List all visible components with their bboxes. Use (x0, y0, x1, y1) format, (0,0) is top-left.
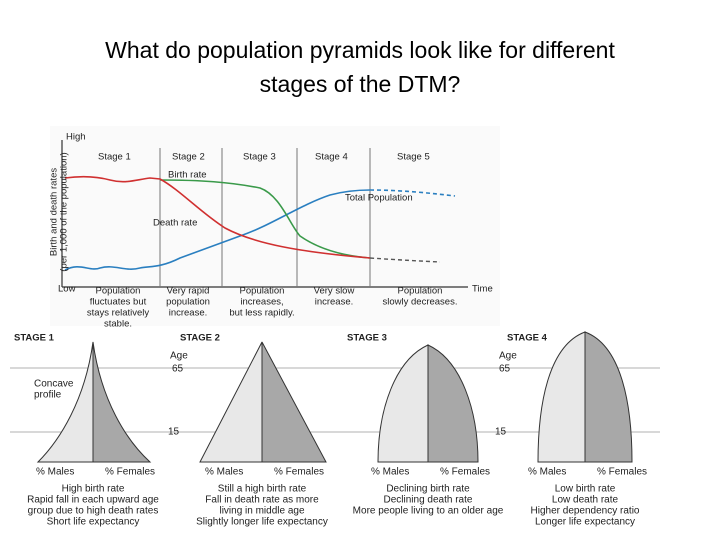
stage-label: Stage 1 (98, 152, 131, 163)
females-label: % Females (274, 467, 324, 478)
birth-rate-line (159, 179, 371, 259)
pyramid-note: Rapid fall in each upward age (27, 495, 159, 506)
axis-time: Time (472, 284, 493, 295)
stage-dividers (159, 148, 371, 287)
pyramid-panels (10, 331, 660, 463)
pyramid-note: Fall in death rate as more (205, 495, 319, 506)
dtm-diagram (50, 126, 500, 326)
stage-description: increase. (169, 308, 208, 319)
stage-description: stays relatively (87, 308, 150, 319)
stage-description: increases, (240, 297, 283, 308)
population-line (64, 189, 371, 271)
pyramid-note: Higher dependency ratio (531, 506, 640, 517)
males-label: % Males (528, 467, 566, 478)
birth-rate-label: Birth rate (168, 170, 207, 181)
pyramid-stage: STAGE 2 (180, 333, 220, 344)
age-tick: 65 (172, 364, 184, 375)
females-label: % Females (597, 467, 647, 478)
pyramid-note: living in middle age (219, 506, 304, 517)
pyramid-note: Low death rate (552, 495, 619, 506)
pyramid-stage: STAGE 1 (14, 333, 55, 344)
y-axis-label: (per 1,000 of the population) (59, 152, 70, 271)
age-label: Age (499, 351, 517, 362)
stage-description: Very rapid (167, 286, 210, 297)
pyramid-note: High birth rate (62, 484, 125, 495)
males-label: % Males (36, 467, 74, 478)
stage-description: fluctuates but (90, 297, 147, 308)
population-label: Total Population (345, 193, 413, 204)
axis-low: Low (58, 284, 76, 295)
pyramid-note: Declining death rate (384, 495, 473, 506)
stage-description: but less rapidly. (229, 308, 294, 319)
males-label: % Males (205, 467, 243, 478)
stage-label: Stage 5 (397, 152, 430, 163)
stage-label: Stage 3 (243, 152, 276, 163)
stage-label: Stage 4 (315, 152, 348, 163)
pyramid-note: Slightly longer life expectancy (196, 517, 328, 528)
pyramid-note: Longer life expectancy (535, 517, 635, 528)
pyramid-stage: STAGE 3 (347, 333, 387, 344)
stage-description: Population (240, 286, 285, 297)
females-label: % Females (440, 467, 490, 478)
profile-label: Concave (34, 379, 74, 390)
age-tick: 15 (168, 427, 180, 438)
males-label: % Males (371, 467, 409, 478)
age-tick: 15 (495, 427, 507, 438)
pyramid-note: Low birth rate (555, 484, 616, 495)
rates-projection (369, 257, 441, 263)
stage-description: increase. (315, 297, 354, 308)
y-axis-label: Birth and death rates (49, 168, 60, 256)
stage-description: Population (96, 286, 141, 297)
age-tick: 65 (499, 364, 511, 375)
age-label: Age (170, 351, 188, 362)
axis-high: High (66, 132, 86, 143)
stage-description: slowly decreases. (383, 297, 458, 308)
stage-label: Stage 2 (172, 152, 205, 163)
title: What do population pyramids look like fo… (105, 37, 615, 63)
pyramid-note: group due to high death rates (28, 506, 159, 517)
females-label: % Females (105, 467, 155, 478)
stage-description: population (166, 297, 210, 308)
stage-description: Very slow (314, 286, 355, 297)
pyramid-note: Short life expectancy (47, 517, 140, 528)
population-line-projection (369, 189, 456, 197)
death-rate-line (64, 175, 371, 259)
pyramid-note: Declining birth rate (386, 484, 470, 495)
stage-description: stable. (104, 319, 132, 330)
death-rate-label: Death rate (153, 218, 197, 229)
pyramid-note: Still a high birth rate (218, 484, 307, 495)
profile-label: profile (34, 390, 62, 401)
pyramid-stage: STAGE 4 (507, 333, 548, 344)
stage-description: Population (398, 286, 443, 297)
dtm-panel (50, 126, 500, 326)
title: stages of the DTM? (260, 71, 461, 97)
pyramid-note: More people living to an older age (353, 506, 504, 517)
